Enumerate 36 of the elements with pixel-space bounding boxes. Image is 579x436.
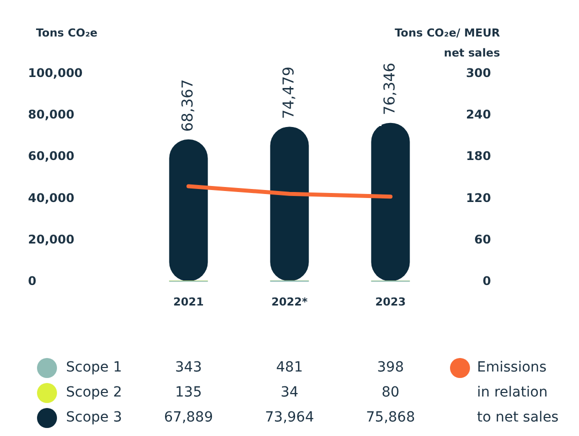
legend-label: Scope 3 bbox=[66, 410, 122, 426]
bar bbox=[169, 139, 208, 282]
data-label: 343 bbox=[175, 360, 202, 376]
legend-label: Scope 1 bbox=[66, 360, 122, 376]
y2-tick-label: 300 bbox=[466, 66, 491, 80]
bar bbox=[270, 126, 309, 282]
y2-tick-label: 180 bbox=[466, 149, 491, 164]
data-label: 67,889 bbox=[164, 410, 213, 426]
y-tick-label: 80,000 bbox=[28, 108, 74, 122]
data-label: 34 bbox=[280, 384, 298, 401]
y-tick-label: 20,000 bbox=[28, 232, 74, 246]
data-label: 75,868 bbox=[366, 410, 415, 426]
y2-tick-label: 120 bbox=[466, 190, 491, 205]
data-label: 73,964 bbox=[265, 410, 314, 426]
x-tick-label: 2022* bbox=[271, 295, 308, 308]
y2-tick-label: 0 bbox=[482, 274, 491, 288]
y2-axis-title: Tons CO₂e/ MEUR net sales bbox=[394, 26, 501, 60]
y2-tick-label: 60 bbox=[474, 232, 491, 246]
legend-label: Scope 2 bbox=[66, 384, 122, 401]
total-label: 74,479 bbox=[279, 66, 298, 120]
x-tick-label: 2023 bbox=[375, 295, 406, 308]
total-label: 76,346 bbox=[380, 62, 398, 116]
data-label: 481 bbox=[276, 360, 303, 376]
x-tick-label: 2021 bbox=[173, 295, 204, 308]
data-label: 398 bbox=[377, 360, 404, 376]
y2-tick-label: 240 bbox=[466, 108, 491, 122]
data-label: 135 bbox=[175, 384, 202, 401]
bar bbox=[371, 122, 410, 282]
total-label: 68,367 bbox=[178, 79, 196, 132]
y-axis-title: Tons CO₂e bbox=[36, 26, 98, 40]
legend-label: Emissions in relation to net sales bbox=[477, 360, 559, 426]
data-label: 80 bbox=[382, 384, 400, 401]
y-tick-label: 100,000 bbox=[28, 66, 83, 80]
y-tick-label: 60,000 bbox=[28, 149, 74, 164]
y-tick-label: 40,000 bbox=[28, 190, 74, 205]
y-tick-label: 0 bbox=[28, 274, 36, 288]
